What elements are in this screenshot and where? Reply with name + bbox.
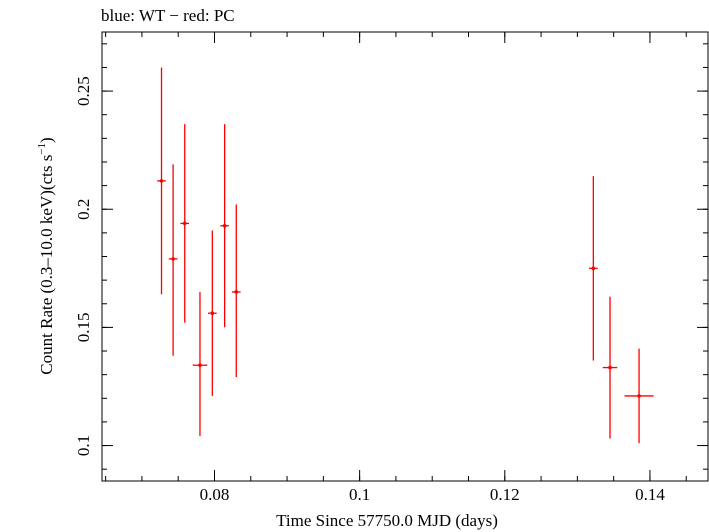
data-point	[180, 124, 190, 323]
data-marker	[222, 223, 227, 228]
data-point	[207, 230, 217, 396]
y-axis-label-end: )	[37, 137, 56, 143]
data-point	[231, 204, 241, 378]
data-marker	[234, 290, 239, 294]
data-point	[157, 67, 166, 295]
x-tick-label: 0.14	[635, 485, 665, 504]
y-tick-label: 0.1	[74, 435, 93, 456]
data-point	[602, 296, 618, 439]
plot-frame	[101, 31, 709, 482]
y-tick-label: 0.2	[74, 199, 93, 220]
data-marker	[637, 394, 641, 398]
data-marker	[182, 221, 187, 226]
data-marker	[159, 179, 164, 183]
axis-ticks	[102, 32, 708, 481]
y-tick-labels: 0.1 0.15 0.2 0.25	[74, 76, 93, 456]
data-point	[192, 291, 208, 437]
y-axis-label-main: Count Rate (0.3–10.0 keV)(cts s	[37, 155, 56, 375]
data-point	[624, 348, 654, 444]
data-point	[168, 164, 178, 356]
y-tick-label: 0.25	[74, 76, 93, 106]
x-tick-label: 0.12	[490, 485, 520, 504]
data-marker	[210, 311, 215, 316]
x-tick-labels: 0.08 0.1 0.12 0.14	[200, 485, 666, 504]
y-tick-label: 0.15	[74, 313, 93, 343]
data-marker	[591, 266, 596, 271]
x-tick-label: 0.1	[349, 485, 370, 504]
data-points	[157, 67, 654, 444]
data-marker	[198, 363, 202, 368]
data-point	[588, 176, 598, 361]
data-marker	[608, 365, 612, 370]
chart-title: blue: WT − red: PC	[101, 6, 235, 25]
data-point	[220, 124, 230, 328]
x-tick-label: 0.08	[200, 485, 230, 504]
x-axis-label: Time Since 57750.0 MJD (days)	[276, 511, 498, 530]
data-marker	[171, 257, 175, 261]
y-axis-label-exponent: −1	[36, 143, 48, 155]
y-axis-label: Count Rate (0.3–10.0 keV)(cts s−1)	[36, 137, 56, 374]
